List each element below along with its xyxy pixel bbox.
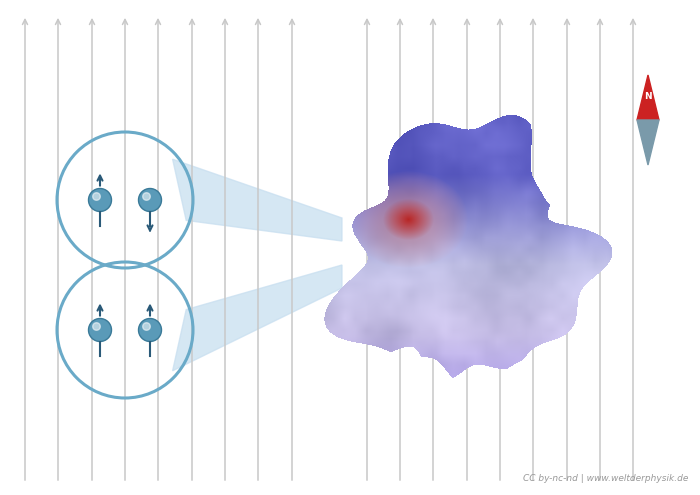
Circle shape — [92, 193, 100, 200]
Circle shape — [143, 193, 150, 200]
Polygon shape — [637, 120, 659, 165]
Polygon shape — [173, 159, 342, 241]
Circle shape — [139, 318, 162, 342]
Text: N: N — [644, 92, 652, 101]
Polygon shape — [637, 75, 659, 120]
Text: CC by-nc-nd | www.weltderphysik.de: CC by-nc-nd | www.weltderphysik.de — [523, 474, 688, 483]
Polygon shape — [173, 265, 342, 371]
Circle shape — [88, 189, 111, 211]
Circle shape — [92, 323, 100, 330]
Circle shape — [139, 189, 162, 211]
Circle shape — [88, 318, 111, 342]
Circle shape — [143, 323, 150, 330]
